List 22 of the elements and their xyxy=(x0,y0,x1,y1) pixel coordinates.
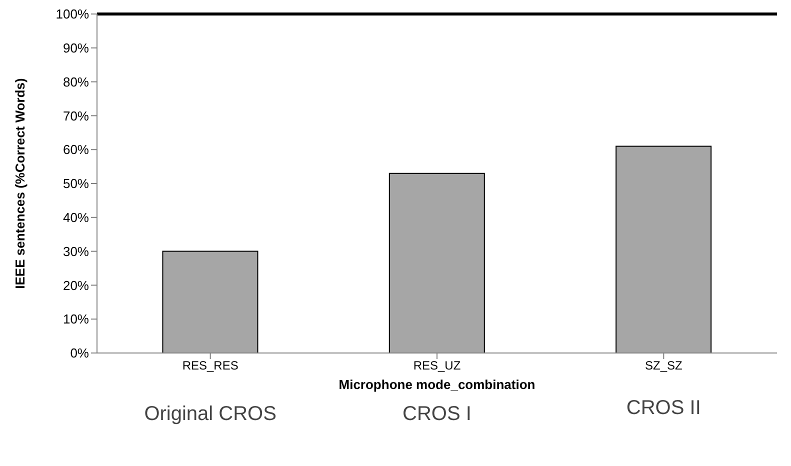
x-axis-title: Microphone mode_combination xyxy=(338,377,536,392)
y-tick-label: 70% xyxy=(62,108,90,124)
y-tick-label: 60% xyxy=(62,142,90,158)
bar xyxy=(616,146,712,353)
y-axis-title: IEEE sentences (%Correct Words) xyxy=(12,78,28,289)
y-tick-label: 100% xyxy=(56,6,90,22)
y-tick-label: 0% xyxy=(70,346,90,361)
x-tick-label: SZ_SZ xyxy=(644,358,682,373)
y-tick-label: 80% xyxy=(62,74,90,90)
text: Original CROS xyxy=(143,403,278,426)
y-tick-label: 50% xyxy=(62,176,90,192)
y-tick-label: 30% xyxy=(62,244,90,259)
text: CROS I xyxy=(402,403,472,426)
text: CROS II xyxy=(625,397,702,420)
y-tick-label: 40% xyxy=(62,210,90,226)
x-tick-label: RES_UZ xyxy=(413,358,461,373)
bar xyxy=(388,172,485,353)
x-tick-label: RES_RES xyxy=(182,358,238,373)
bar xyxy=(162,250,258,353)
y-tick-label: 20% xyxy=(62,278,90,293)
y-tick-label: 90% xyxy=(62,40,90,56)
y-tick-label: 10% xyxy=(62,312,90,327)
